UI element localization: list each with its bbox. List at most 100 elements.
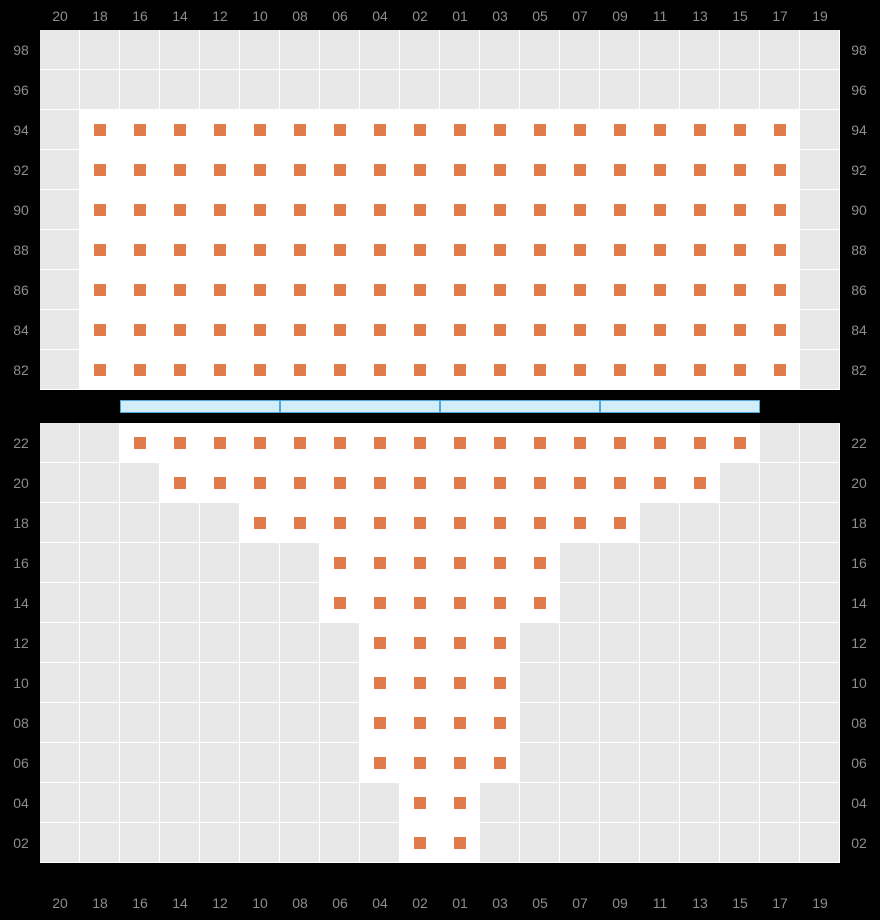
seat-cell[interactable] xyxy=(80,110,120,150)
seat-cell[interactable] xyxy=(280,230,320,270)
seat-cell[interactable] xyxy=(320,423,360,463)
seat-cell[interactable] xyxy=(360,270,400,310)
seat-cell[interactable] xyxy=(320,583,360,623)
seat-cell[interactable] xyxy=(280,463,320,503)
seat-cell[interactable] xyxy=(400,270,440,310)
seat-cell[interactable] xyxy=(320,463,360,503)
seat-cell[interactable] xyxy=(440,783,480,823)
seat-cell[interactable] xyxy=(400,663,440,703)
seat-cell[interactable] xyxy=(480,583,520,623)
seat-cell[interactable] xyxy=(240,503,280,543)
seat-cell[interactable] xyxy=(560,503,600,543)
seat-cell[interactable] xyxy=(560,310,600,350)
seat-cell[interactable] xyxy=(320,310,360,350)
seat-cell[interactable] xyxy=(760,310,800,350)
seat-cell[interactable] xyxy=(600,423,640,463)
seat-cell[interactable] xyxy=(80,350,120,390)
seat-cell[interactable] xyxy=(560,230,600,270)
seat-cell[interactable] xyxy=(320,110,360,150)
seat-cell[interactable] xyxy=(600,110,640,150)
seat-cell[interactable] xyxy=(120,230,160,270)
seat-cell[interactable] xyxy=(520,230,560,270)
seat-cell[interactable] xyxy=(160,463,200,503)
seat-cell[interactable] xyxy=(640,270,680,310)
seat-cell[interactable] xyxy=(440,230,480,270)
seat-cell[interactable] xyxy=(520,463,560,503)
seat-cell[interactable] xyxy=(200,310,240,350)
seat-cell[interactable] xyxy=(200,350,240,390)
seat-cell[interactable] xyxy=(480,230,520,270)
seat-cell[interactable] xyxy=(720,110,760,150)
seat-cell[interactable] xyxy=(160,423,200,463)
seat-cell[interactable] xyxy=(760,190,800,230)
seat-cell[interactable] xyxy=(720,310,760,350)
seat-cell[interactable] xyxy=(760,230,800,270)
seat-cell[interactable] xyxy=(440,190,480,230)
seat-cell[interactable] xyxy=(640,110,680,150)
seat-cell[interactable] xyxy=(360,583,400,623)
seat-cell[interactable] xyxy=(80,150,120,190)
seat-cell[interactable] xyxy=(680,463,720,503)
seat-cell[interactable] xyxy=(120,423,160,463)
seat-cell[interactable] xyxy=(360,310,400,350)
seat-cell[interactable] xyxy=(760,350,800,390)
seat-cell[interactable] xyxy=(600,350,640,390)
seat-cell[interactable] xyxy=(160,150,200,190)
seat-cell[interactable] xyxy=(760,270,800,310)
seat-cell[interactable] xyxy=(240,463,280,503)
seat-cell[interactable] xyxy=(240,310,280,350)
seat-cell[interactable] xyxy=(480,503,520,543)
seat-cell[interactable] xyxy=(520,310,560,350)
seat-cell[interactable] xyxy=(280,350,320,390)
seat-cell[interactable] xyxy=(640,190,680,230)
seat-cell[interactable] xyxy=(520,423,560,463)
seat-cell[interactable] xyxy=(320,230,360,270)
seat-cell[interactable] xyxy=(400,503,440,543)
seat-cell[interactable] xyxy=(480,310,520,350)
seat-cell[interactable] xyxy=(560,350,600,390)
seat-cell[interactable] xyxy=(480,150,520,190)
seat-cell[interactable] xyxy=(480,543,520,583)
seat-cell[interactable] xyxy=(240,190,280,230)
seat-cell[interactable] xyxy=(240,110,280,150)
seat-cell[interactable] xyxy=(560,463,600,503)
seat-cell[interactable] xyxy=(120,270,160,310)
seat-cell[interactable] xyxy=(320,270,360,310)
seat-cell[interactable] xyxy=(280,110,320,150)
seat-cell[interactable] xyxy=(120,150,160,190)
seat-cell[interactable] xyxy=(680,270,720,310)
seat-cell[interactable] xyxy=(520,190,560,230)
seat-cell[interactable] xyxy=(640,230,680,270)
seat-cell[interactable] xyxy=(560,423,600,463)
seat-cell[interactable] xyxy=(80,230,120,270)
seat-cell[interactable] xyxy=(80,270,120,310)
seat-cell[interactable] xyxy=(440,503,480,543)
seat-cell[interactable] xyxy=(360,423,400,463)
seat-cell[interactable] xyxy=(560,150,600,190)
seat-cell[interactable] xyxy=(600,310,640,350)
seat-cell[interactable] xyxy=(200,270,240,310)
seat-cell[interactable] xyxy=(280,423,320,463)
seat-cell[interactable] xyxy=(480,423,520,463)
seat-cell[interactable] xyxy=(440,583,480,623)
seat-cell[interactable] xyxy=(440,110,480,150)
seat-cell[interactable] xyxy=(480,663,520,703)
seat-cell[interactable] xyxy=(600,270,640,310)
seat-cell[interactable] xyxy=(640,463,680,503)
seat-cell[interactable] xyxy=(560,270,600,310)
seat-cell[interactable] xyxy=(120,190,160,230)
seat-cell[interactable] xyxy=(600,463,640,503)
seat-cell[interactable] xyxy=(680,350,720,390)
seat-cell[interactable] xyxy=(440,663,480,703)
seat-cell[interactable] xyxy=(200,110,240,150)
seat-cell[interactable] xyxy=(680,150,720,190)
seat-cell[interactable] xyxy=(360,230,400,270)
seat-cell[interactable] xyxy=(200,150,240,190)
seat-cell[interactable] xyxy=(440,310,480,350)
seat-cell[interactable] xyxy=(720,190,760,230)
seat-cell[interactable] xyxy=(320,150,360,190)
seat-cell[interactable] xyxy=(400,583,440,623)
seat-cell[interactable] xyxy=(400,463,440,503)
seat-cell[interactable] xyxy=(720,423,760,463)
seat-cell[interactable] xyxy=(520,110,560,150)
